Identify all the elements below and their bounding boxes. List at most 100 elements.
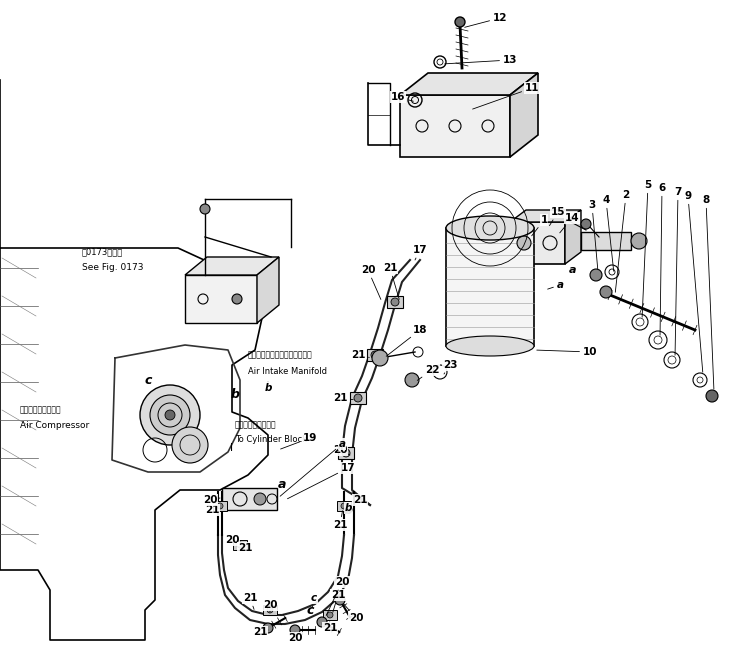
Circle shape <box>172 427 208 463</box>
Text: 21: 21 <box>352 492 367 505</box>
Text: l: l <box>230 443 234 453</box>
Text: 15: 15 <box>550 207 565 226</box>
Text: b: b <box>344 504 353 517</box>
Circle shape <box>317 617 327 627</box>
Circle shape <box>254 493 266 505</box>
Text: Air Compressor: Air Compressor <box>20 422 89 430</box>
Circle shape <box>372 350 388 366</box>
Circle shape <box>263 623 273 633</box>
Text: 20: 20 <box>288 632 302 643</box>
Text: 21: 21 <box>253 627 268 637</box>
Bar <box>400 95 510 157</box>
Text: a: a <box>570 265 577 275</box>
Bar <box>510 222 565 264</box>
Ellipse shape <box>446 336 534 356</box>
Text: 21: 21 <box>383 263 399 300</box>
Bar <box>263 605 277 615</box>
Circle shape <box>391 298 399 306</box>
Bar <box>323 610 337 620</box>
Circle shape <box>290 625 300 635</box>
Text: 21: 21 <box>331 590 345 612</box>
Text: b: b <box>230 389 240 401</box>
Polygon shape <box>510 73 538 157</box>
Polygon shape <box>565 210 581 264</box>
Text: 8: 8 <box>702 195 714 389</box>
Polygon shape <box>185 257 279 275</box>
Circle shape <box>165 410 175 420</box>
Text: 20: 20 <box>344 604 364 623</box>
Bar <box>338 447 354 459</box>
Text: 16: 16 <box>391 92 413 102</box>
Bar <box>446 228 534 346</box>
Text: 21: 21 <box>243 593 257 609</box>
Text: エアーインテークマニホールド: エアーインテークマニホールド <box>248 350 313 360</box>
Bar <box>581 232 631 250</box>
Bar <box>387 296 403 308</box>
Text: 23: 23 <box>443 360 457 374</box>
Text: a: a <box>548 280 564 290</box>
Bar <box>222 488 277 510</box>
Polygon shape <box>257 257 279 323</box>
Bar <box>367 349 383 361</box>
Circle shape <box>341 503 347 509</box>
Text: 4: 4 <box>603 195 614 271</box>
Text: 11: 11 <box>473 83 539 109</box>
Text: 21: 21 <box>322 623 337 633</box>
Text: a: a <box>280 439 345 496</box>
Text: 20: 20 <box>333 445 350 455</box>
Text: 9: 9 <box>685 191 703 372</box>
Text: To Cylinder Block: To Cylinder Block <box>235 436 307 444</box>
Bar <box>213 501 227 511</box>
Text: a: a <box>278 477 286 490</box>
Text: 前0173図参照: 前0173図参照 <box>82 248 123 257</box>
Text: c: c <box>144 374 152 387</box>
Text: 18: 18 <box>386 325 427 356</box>
Circle shape <box>327 612 333 618</box>
Text: 20: 20 <box>326 577 349 616</box>
Circle shape <box>217 503 223 509</box>
Text: シリンダブロックへ: シリンダブロックへ <box>235 420 276 430</box>
Text: 7: 7 <box>674 187 682 355</box>
Text: 5: 5 <box>642 180 652 317</box>
Circle shape <box>631 233 647 249</box>
Circle shape <box>600 286 612 298</box>
Text: Air Intake Manifold: Air Intake Manifold <box>248 368 327 376</box>
Circle shape <box>232 294 242 304</box>
Text: 10: 10 <box>537 347 597 357</box>
Text: 14: 14 <box>560 213 579 233</box>
Circle shape <box>354 394 362 402</box>
Text: 17: 17 <box>413 245 427 260</box>
Bar <box>233 540 247 550</box>
Text: 13: 13 <box>445 55 517 65</box>
Text: 6: 6 <box>658 183 666 335</box>
Text: b: b <box>265 382 272 393</box>
Text: エアーコンプレッサ: エアーコンプレッサ <box>20 405 62 414</box>
Circle shape <box>335 595 345 605</box>
Polygon shape <box>510 210 581 222</box>
Text: 2: 2 <box>615 190 630 292</box>
Text: 20: 20 <box>262 600 277 612</box>
Text: b: b <box>344 503 352 513</box>
Text: 12: 12 <box>465 13 507 27</box>
Text: 21: 21 <box>333 393 353 403</box>
Circle shape <box>405 373 419 387</box>
Circle shape <box>150 395 190 435</box>
Text: 21: 21 <box>333 511 347 530</box>
Text: 17: 17 <box>287 463 356 499</box>
Circle shape <box>517 236 531 250</box>
Circle shape <box>140 385 200 445</box>
Text: 20: 20 <box>225 535 239 545</box>
Bar <box>185 275 257 323</box>
Circle shape <box>342 449 350 457</box>
Text: 20: 20 <box>203 495 220 505</box>
Ellipse shape <box>446 216 534 240</box>
Text: 20: 20 <box>361 265 381 300</box>
Text: c: c <box>311 593 317 607</box>
Bar <box>337 501 351 511</box>
Text: 21: 21 <box>351 350 369 360</box>
Text: See Fig. 0173: See Fig. 0173 <box>82 263 144 273</box>
Text: 21: 21 <box>237 543 252 553</box>
Bar <box>350 392 366 404</box>
Text: c: c <box>306 603 314 616</box>
Circle shape <box>590 269 602 281</box>
